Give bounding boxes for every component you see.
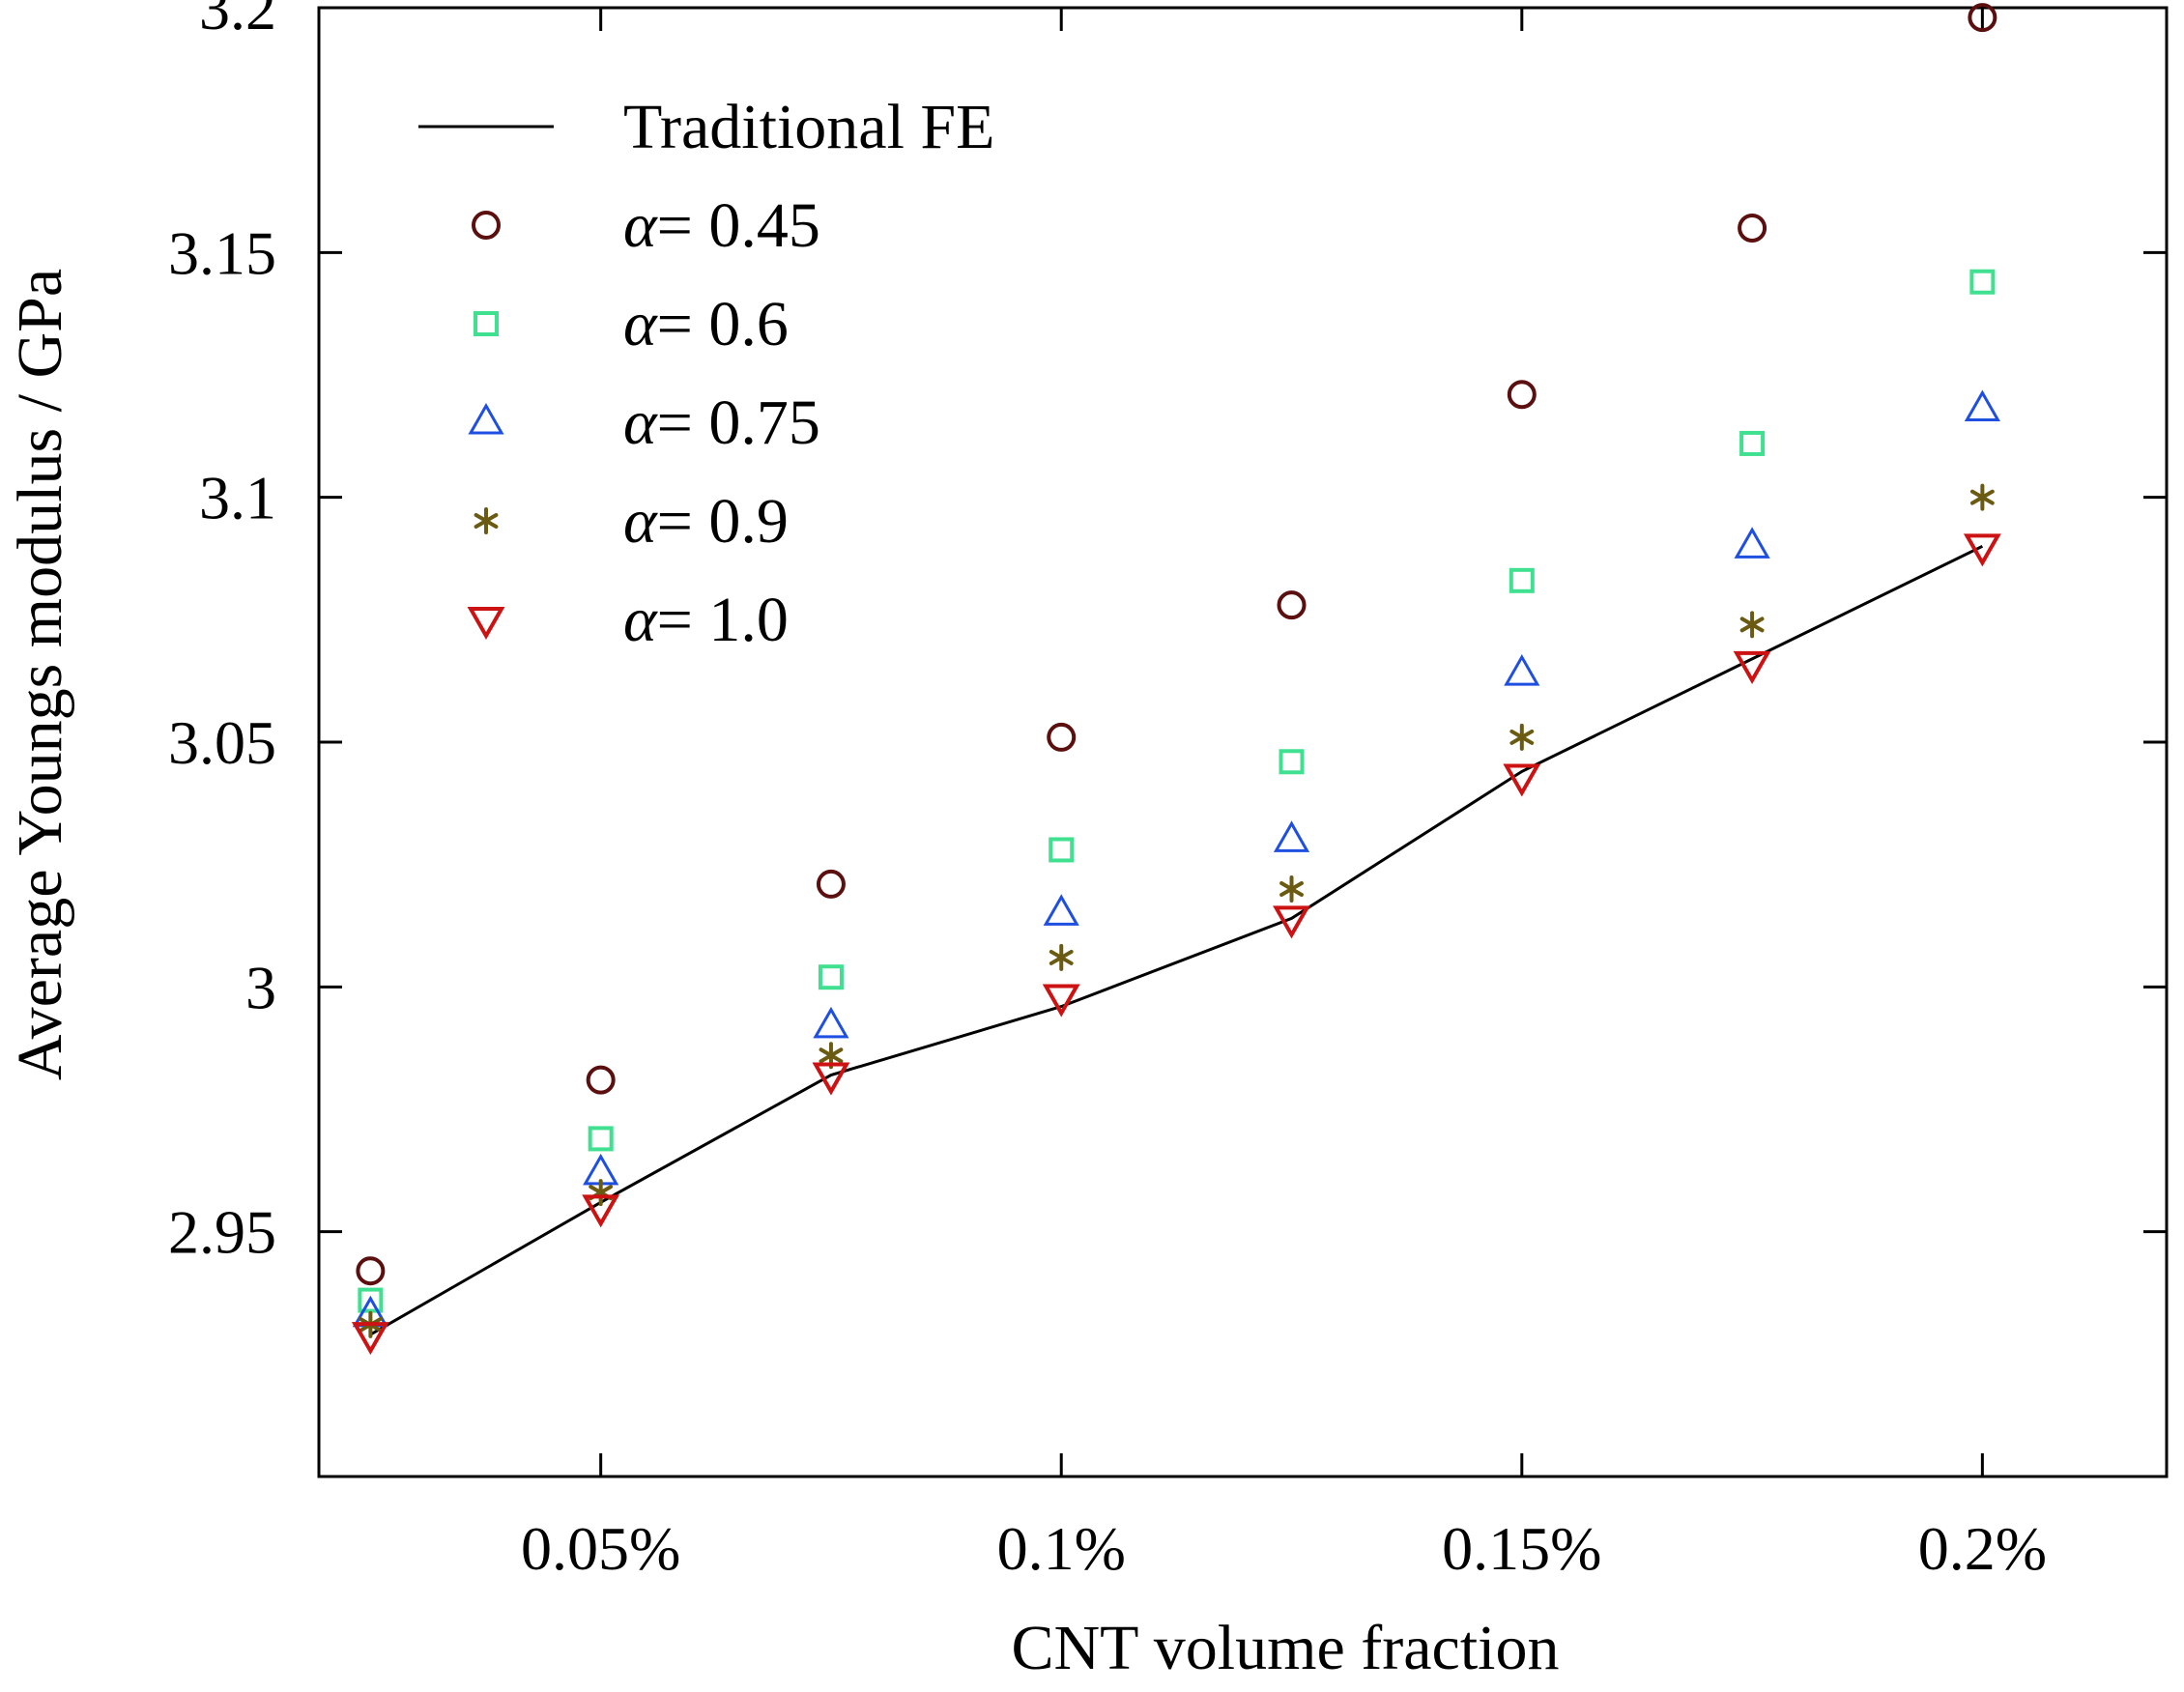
legend-entry: α= 0.6: [474, 289, 789, 359]
y-tick-label: 3.15: [168, 218, 276, 287]
data-point-asterisk: [1969, 483, 1995, 511]
data-point-square: [588, 1126, 614, 1152]
legend-marker-asterisk: [474, 507, 499, 534]
data-point-triangle-up: [1043, 894, 1079, 926]
y-tick-label: 3: [245, 953, 276, 1021]
data-markers: [351, 3, 2001, 1356]
legend-alpha-symbol: α: [623, 289, 658, 359]
data-point-square: [1049, 837, 1075, 863]
data-point-square: [1739, 430, 1766, 456]
data-point-asterisk: [1509, 723, 1535, 751]
legend-entry: Traditional FE: [418, 92, 994, 162]
legend-value: = 0.9: [657, 486, 789, 557]
legend: Traditional FEα= 0.45α= 0.6α= 0.75α= 0.9…: [418, 92, 994, 655]
legend-label: α= 0.75: [623, 387, 820, 458]
data-point-triangle-down: [1042, 984, 1080, 1018]
data-point-square: [1969, 269, 1996, 295]
y-tick-label: 2.95: [168, 1198, 276, 1267]
data-point-triangle-down: [351, 1322, 389, 1356]
data-point-triangle-up: [1964, 389, 2000, 421]
y-tick-label: 3.2: [199, 0, 276, 43]
x-tick-label: 0.05%: [521, 1514, 680, 1583]
axis-tick-labels: 0.05% 0.1% 0.15% 0.2% 2.95 3 3.05 3.1 3.15 3.2: [168, 0, 2047, 1583]
data-point-circle: [816, 869, 846, 899]
data-point-circle: [1277, 590, 1307, 620]
legend-alpha-symbol: α: [623, 486, 658, 557]
legend-label: α= 1.0: [623, 585, 789, 655]
data-point-asterisk: [1279, 875, 1304, 903]
data-point-circle: [586, 1065, 616, 1095]
data-point-triangle-up: [1734, 527, 1770, 559]
data-point-asterisk: [1049, 943, 1074, 971]
data-point-circle: [1968, 3, 1997, 33]
data-point-square: [358, 1287, 384, 1313]
data-point-triangle-down: [582, 1194, 620, 1228]
data-point-square: [1279, 749, 1305, 775]
legend-label: Traditional FE: [623, 92, 994, 162]
x-tick-label: 0.15%: [1442, 1514, 1601, 1583]
legend-alpha-symbol: α: [623, 387, 658, 458]
y-axis-title: Average Youngs modulus / GPa: [5, 269, 75, 1080]
x-tick-label: 0.1%: [997, 1514, 1126, 1583]
plot-frame: [317, 6, 2169, 1478]
axis-ticks: [319, 6, 2167, 1477]
legend-value: = 0.45: [657, 190, 820, 261]
legend-value: = 1.0: [657, 585, 789, 655]
legend-value: = 0.6: [657, 289, 789, 359]
legend-value: = 0.75: [657, 387, 820, 458]
data-point-square: [818, 964, 844, 990]
data-point-circle: [1047, 722, 1077, 752]
legend-marker-square: [474, 311, 499, 336]
legend-label: α= 0.6: [623, 289, 789, 359]
legend-entry: α= 0.45: [472, 190, 820, 261]
legend-entry: α= 1.0: [467, 585, 789, 655]
legend-alpha-symbol: α: [623, 585, 658, 655]
y-tick-label: 3.1: [199, 464, 276, 532]
legend-marker-triangle-down: [467, 607, 505, 641]
legend-entry: α= 0.9: [474, 486, 789, 557]
x-tick-label: 0.2%: [1918, 1514, 2047, 1583]
x-axis-title: CNT volume fraction: [1012, 1613, 1560, 1683]
data-point-circle: [1507, 380, 1537, 410]
data-point-triangle-up: [813, 1006, 849, 1039]
legend-label: α= 0.9: [623, 486, 789, 557]
y-tick-label: 3.05: [168, 708, 276, 777]
legend-alpha-symbol: α: [623, 190, 658, 261]
data-point-circle: [1738, 214, 1767, 243]
legend-marker-triangle-up: [468, 402, 504, 435]
legend-entry: α= 0.75: [468, 387, 820, 458]
data-point-triangle-down: [812, 1062, 850, 1096]
legend-marker-circle: [472, 211, 501, 240]
traditional-fe-line: [369, 544, 1984, 1336]
data-point-triangle-up: [1504, 654, 1540, 686]
data-point-circle: [356, 1256, 386, 1286]
data-point-triangle-down: [1733, 650, 1771, 684]
data-point-square: [1509, 567, 1535, 593]
data-point-asterisk: [1739, 611, 1765, 639]
data-point-triangle-down: [1963, 533, 2001, 567]
legend-label: α= 0.45: [623, 190, 820, 261]
data-point-triangle-down: [1273, 905, 1310, 939]
data-point-triangle-up: [1273, 820, 1310, 852]
data-point-triangle-down: [1503, 763, 1541, 797]
